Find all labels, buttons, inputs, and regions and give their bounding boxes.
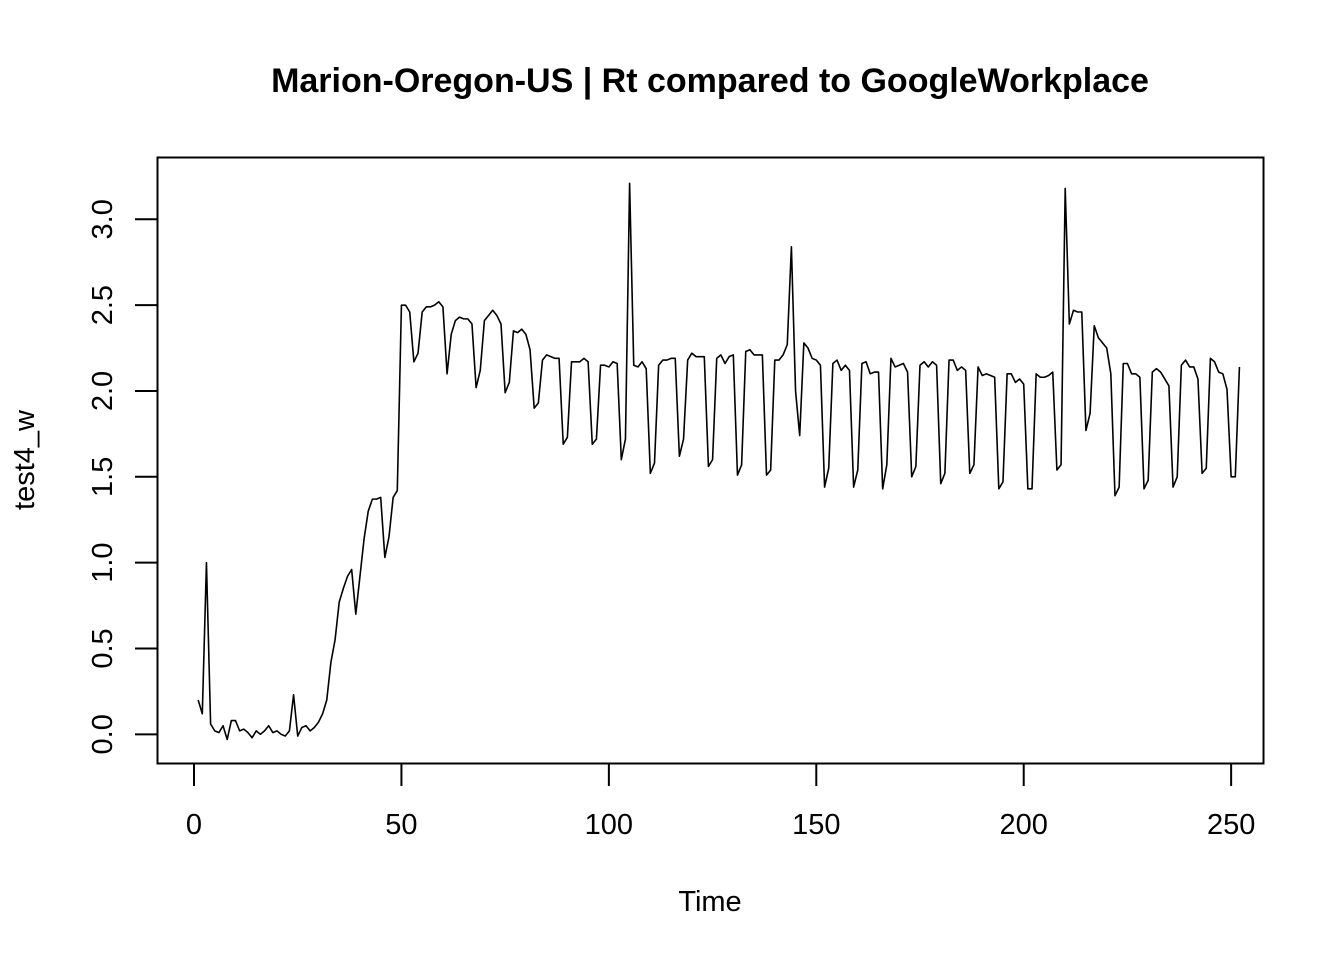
y-tick-label: 1.5 (87, 457, 119, 497)
plot-box (156, 156, 1265, 765)
y-tick-label: 1.0 (87, 542, 119, 582)
x-tick-label: 200 (1000, 809, 1048, 841)
y-tick-label: 0.5 (87, 628, 119, 668)
y-tick-label: 2.5 (87, 285, 119, 325)
y-axis: 0.0 0.5 1.0 1.5 2.0 2.5 3.0 (87, 199, 159, 754)
x-axis: 0 50 100 150 200 250 (186, 762, 1255, 841)
plot-area (197, 182, 1241, 741)
x-tick-label: 250 (1207, 809, 1255, 841)
y-tick-label: 0.0 (87, 714, 119, 754)
chart-title: Marion-Oregon-US | Rt compared to Google… (271, 62, 1149, 100)
x-tick-label: 50 (385, 809, 417, 841)
y-tick-label: 3.0 (87, 199, 119, 239)
x-tick-label: 100 (585, 809, 633, 841)
x-tick-label: 150 (792, 809, 840, 841)
y-axis-label: test4_w (9, 409, 41, 510)
y-tick-label: 2.0 (87, 371, 119, 411)
x-tick-label: 0 (186, 809, 202, 841)
x-axis-label: Time (678, 886, 741, 918)
series-line (197, 182, 1241, 741)
